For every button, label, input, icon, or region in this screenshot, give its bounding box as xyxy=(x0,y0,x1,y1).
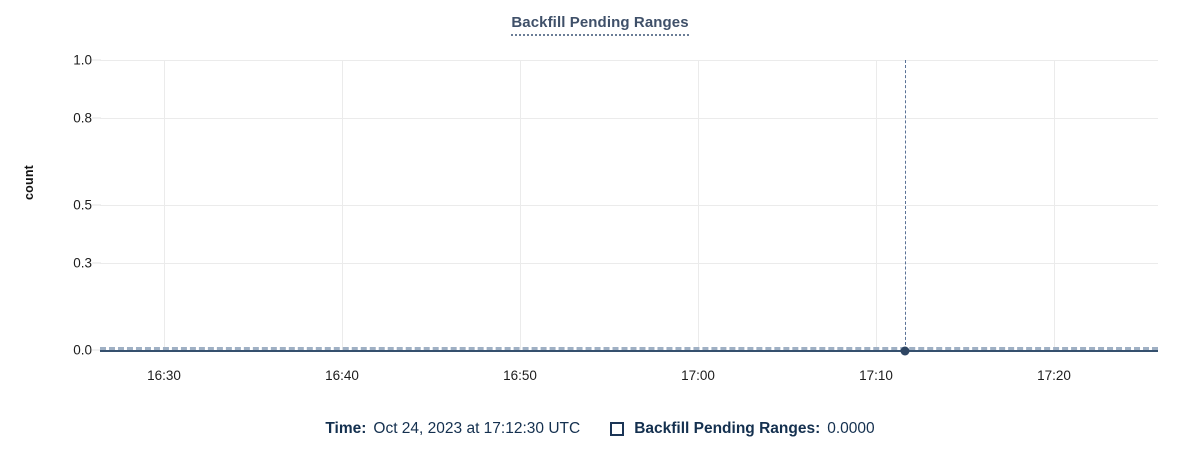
gridline-horizontal xyxy=(100,60,1158,61)
x-axis-tick-label: 17:20 xyxy=(1037,368,1071,383)
gridline-vertical xyxy=(164,60,165,350)
series-line-backfill-pending-ranges xyxy=(100,347,1158,350)
y-axis-tick-mark xyxy=(92,262,101,264)
x-axis-tick-label: 17:10 xyxy=(859,368,893,383)
series-value: 0.0000 xyxy=(827,420,875,437)
y-axis-tick-label: 0.5 xyxy=(73,197,92,213)
y-axis-tick-mark xyxy=(92,117,101,119)
chart-title-text: Backfill Pending Ranges xyxy=(511,14,689,36)
series-label: Backfill Pending Ranges: xyxy=(634,420,821,437)
y-axis-tick-label: 0.3 xyxy=(73,255,92,271)
gridline-horizontal xyxy=(100,263,1158,264)
gridline-vertical xyxy=(520,60,521,350)
crosshair-line xyxy=(904,60,906,350)
cursor-point-marker xyxy=(900,346,910,356)
legend-swatch-icon[interactable] xyxy=(610,422,625,436)
gridline-vertical xyxy=(876,60,877,350)
x-axis-tick-label: 16:50 xyxy=(503,368,537,383)
gridline-vertical xyxy=(1054,60,1055,350)
gridline-vertical xyxy=(698,60,699,350)
x-axis-tick-label: 16:40 xyxy=(325,368,359,383)
gridline-horizontal xyxy=(100,205,1158,206)
y-axis-tick-mark xyxy=(92,59,101,61)
y-axis-tick-label: 0.8 xyxy=(73,110,92,126)
series-baseline xyxy=(100,350,1158,352)
time-label: Time: xyxy=(325,420,367,437)
y-axis-tick-label: 1.0 xyxy=(73,52,92,68)
gridline-vertical xyxy=(342,60,343,350)
y-axis-tick-mark xyxy=(92,204,101,206)
y-axis-tick-mark xyxy=(92,349,101,351)
chart-footer-tooltip: Time: Oct 24, 2023 at 17:12:30 UTC Backf… xyxy=(0,420,1200,438)
chart-title: Backfill Pending Ranges xyxy=(0,14,1200,36)
footer-time-group: Time: Oct 24, 2023 at 17:12:30 UTC xyxy=(325,420,580,438)
y-axis-label: count xyxy=(22,164,36,200)
x-axis-tick-label: 16:30 xyxy=(147,368,181,383)
footer-series-group[interactable]: Backfill Pending Ranges: 0.0000 xyxy=(610,420,875,438)
plot-area[interactable] xyxy=(100,60,1158,356)
y-axis-tick-label: 0.0 xyxy=(73,342,92,358)
gridline-horizontal xyxy=(100,118,1158,119)
x-axis-tick-label: 17:00 xyxy=(681,368,715,383)
time-value: Oct 24, 2023 at 17:12:30 UTC xyxy=(373,420,581,437)
